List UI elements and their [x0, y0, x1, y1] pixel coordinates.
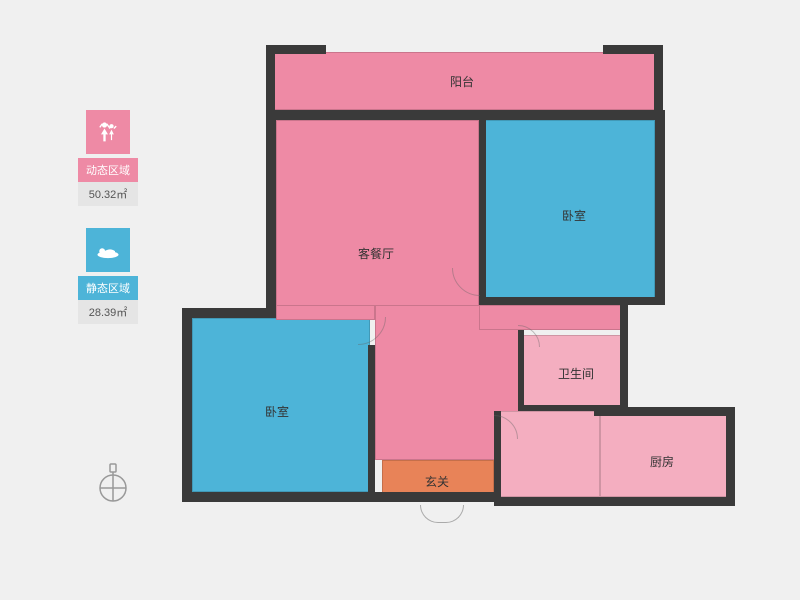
label-entrance: 玄关	[425, 473, 449, 490]
people-icon	[86, 110, 130, 154]
wall	[479, 120, 486, 302]
wall	[726, 407, 735, 505]
wall	[603, 45, 663, 54]
wall	[594, 407, 734, 416]
wall	[266, 45, 326, 54]
wall	[182, 308, 192, 500]
label-bedroom-left: 卧室	[265, 403, 289, 420]
legend-static-value: 28.39㎡	[78, 300, 138, 324]
legend-static: 静态区域 28.39㎡	[78, 228, 138, 324]
legend-static-label: 静态区域	[78, 276, 138, 300]
wall	[182, 308, 276, 318]
sleep-icon	[86, 228, 130, 272]
wall	[266, 110, 276, 315]
room-living-ext3	[479, 305, 624, 330]
wall	[375, 492, 500, 502]
floorplan: 阳台 客餐厅 卧室 卧室 卫生间 厨房 玄关	[190, 45, 748, 551]
room-kitchen-ext	[500, 411, 600, 497]
wall	[368, 345, 375, 495]
legend-dynamic-value: 50.32㎡	[78, 182, 138, 206]
label-kitchen: 厨房	[650, 453, 674, 470]
label-living: 客餐厅	[358, 245, 394, 262]
legend-dynamic: 动态区域 50.32㎡	[78, 110, 138, 206]
wall	[182, 492, 380, 502]
wall	[494, 497, 735, 506]
room-living	[276, 120, 479, 318]
legend-panel: 动态区域 50.32㎡ 静态区域 28.39㎡	[78, 110, 138, 346]
wall	[620, 305, 628, 410]
label-balcony: 阳台	[450, 73, 474, 90]
label-bedroom-right: 卧室	[562, 207, 586, 224]
legend-dynamic-label: 动态区域	[78, 158, 138, 182]
wall	[654, 45, 663, 115]
label-bathroom: 卫生间	[558, 365, 594, 382]
wall	[266, 110, 663, 120]
wall	[479, 297, 665, 305]
wall	[655, 110, 665, 305]
door-mark	[420, 505, 464, 523]
wall	[266, 45, 275, 115]
compass-icon	[95, 462, 131, 509]
